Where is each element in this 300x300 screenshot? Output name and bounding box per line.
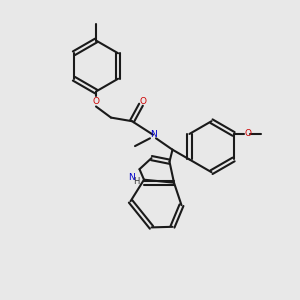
Text: H: H	[133, 177, 140, 186]
Text: O: O	[245, 130, 252, 139]
Text: O: O	[92, 97, 100, 106]
Text: N: N	[128, 173, 134, 182]
Text: N: N	[150, 130, 156, 139]
Text: O: O	[139, 97, 146, 106]
